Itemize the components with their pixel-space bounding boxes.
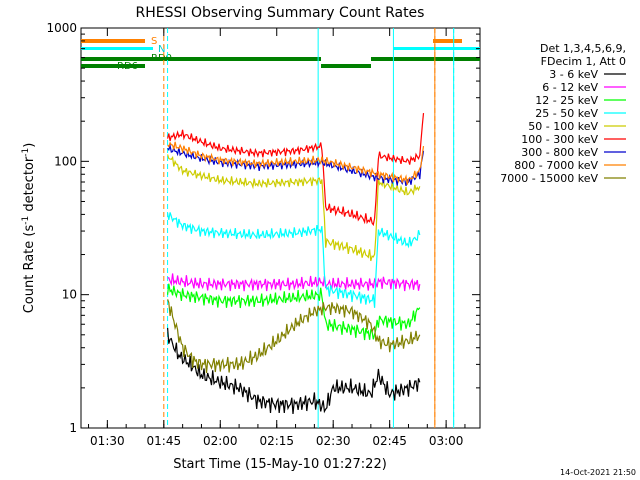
series-line-7 [167,141,425,185]
y-axis-ticks: 1 10 100 1000 [46,21,480,435]
legend-label-7: 800 - 7000 keV [514,159,598,172]
series-line-8 [167,299,421,374]
legend-label-2: 12 - 25 keV [535,94,598,107]
flag-sun-bar-right [433,39,462,43]
legend-label-6: 300 - 800 keV [521,146,598,159]
x-tick-label-4: 02:30 [316,434,351,448]
x-axis-label: Start Time (15-May-10 01:27:22) [173,457,387,472]
y-tick-label-1: 10 [62,288,77,302]
flag-sun-bar-left [81,39,145,43]
legend-label-5: 100 - 300 keV [521,133,598,146]
x-tick-label-5: 02:45 [372,434,407,448]
x-tick-label-0: 01:30 [90,434,125,448]
series-line-0 [167,327,421,415]
chart-title: RHESSI Observing Summary Count Rates [136,5,425,21]
x-tick-label-3: 02:15 [259,434,294,448]
series-group [167,113,425,415]
flag-label-rd6: RD6 [117,61,138,72]
legend: Det 1,3,4,5,6,9, FDecim 1, Att 0 3 - 6 k… [500,42,626,185]
series-line-5 [167,113,425,227]
legend-label-3: 25 - 50 keV [535,107,598,120]
x-axis-ticks: 01:30 01:45 02:00 02:15 02:30 02:45 03:00 [88,28,466,448]
flag-rd0-bar-c [321,64,371,68]
y-tick-label-2: 100 [54,154,77,168]
series-line-6 [167,143,425,187]
x-tick-label-6: 03:00 [429,434,464,448]
flag-night-bar-left [81,47,153,50]
legend-label-1: 6 - 12 keV [542,81,598,94]
flag-rd6-bar [81,64,145,68]
y-tick-label-3: 1000 [46,21,77,35]
plot-frame [80,27,481,429]
y-axis-label: Count Rate (s-1 detector-1) [21,143,37,314]
legend-label-8: 7000 - 15000 keV [500,172,598,185]
flag-label-s: S [151,36,157,47]
series-line-2 [167,283,421,341]
flag-bars: S N RD0 RD6 [81,36,480,72]
legend-header-line-2: FDecim 1, Att 0 [541,55,626,68]
flag-label-rd0: RD0 [151,53,172,64]
legend-label-4: 50 - 100 keV [528,120,598,133]
flag-rd0-bar-b [371,57,480,61]
flag-night-bar-right [393,47,480,50]
x-tick-label-2: 02:00 [203,434,238,448]
y-tick-label-0: 1 [69,421,77,435]
series-line-3 [167,212,421,308]
flag-label-n: N [158,44,165,55]
series-line-4 [167,154,421,262]
legend-header-line-1: Det 1,3,4,5,6,9, [540,42,626,55]
x-tick-label-1: 01:45 [147,434,182,448]
series-line-1 [167,273,421,292]
flag-rd0-bar-a [81,57,321,61]
generated-timestamp: 14-Oct-2021 21:50 [560,468,636,477]
legend-label-0: 3 - 6 keV [549,68,598,81]
